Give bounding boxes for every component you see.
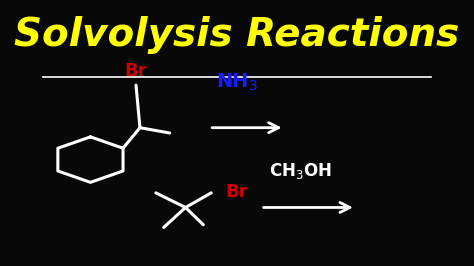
Text: Br: Br <box>125 62 147 80</box>
Text: CH$_3$OH: CH$_3$OH <box>269 161 332 181</box>
Text: Solvolysis Reactions: Solvolysis Reactions <box>14 16 460 53</box>
Text: Br: Br <box>225 182 247 201</box>
Text: NH$_3$: NH$_3$ <box>216 72 258 93</box>
